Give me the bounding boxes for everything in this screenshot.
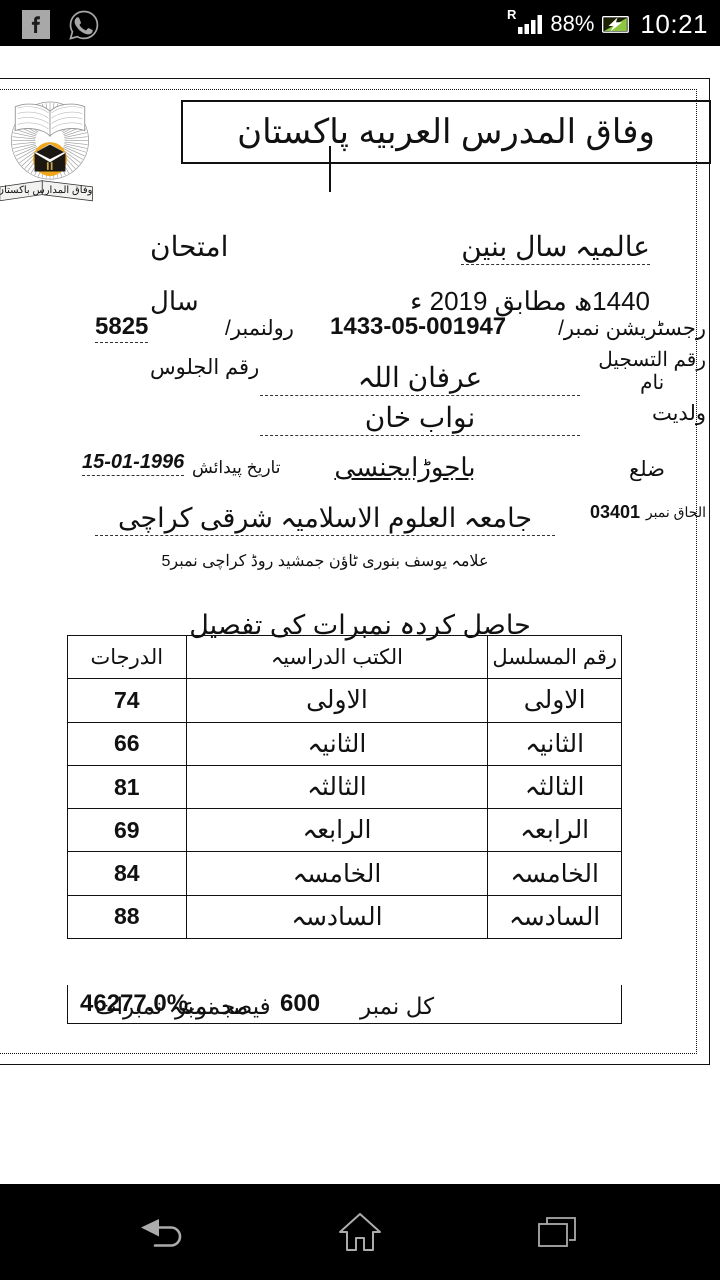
svg-text:وفاق المدارس باکستان: وفاق المدارس باکستان [0,185,93,196]
